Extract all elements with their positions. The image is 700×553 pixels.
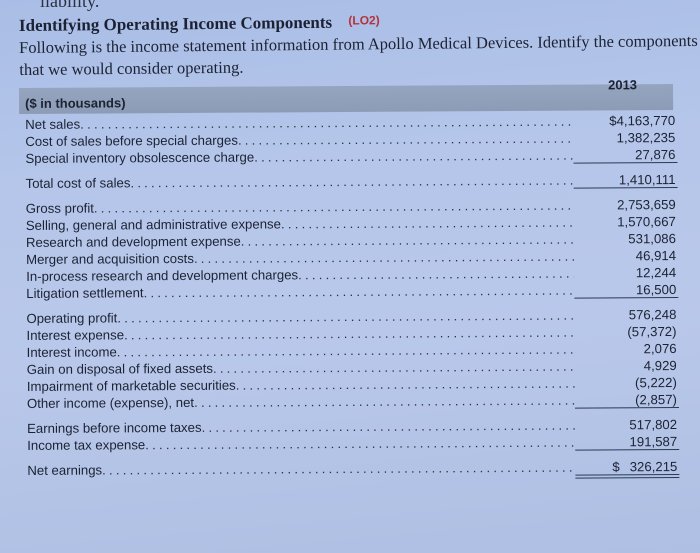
row-value: 16,500: [574, 281, 679, 299]
row-label: Litigation settlement: [26, 285, 144, 301]
row-label: Merger and acquisition costs: [26, 250, 194, 267]
row-label: Total cost of sales: [25, 175, 131, 191]
leader-dots: ........................................…: [102, 459, 576, 478]
leader-dots: ........................................…: [93, 197, 574, 216]
leader-dots: ........................................…: [130, 172, 574, 191]
table-row-income-tax-expense: Income tax expense......................…: [21, 433, 680, 455]
row-value: 1,410,111: [573, 171, 678, 189]
exercise-heading: Identifying Operating Income Components …: [19, 12, 380, 36]
row-value: $4,163,770: [609, 112, 676, 129]
row-value: 4,929: [643, 357, 677, 374]
row-label: Gain on disposal of fixed assets: [26, 360, 213, 377]
leader-dots: ........................................…: [235, 375, 575, 393]
row-value: 12,244: [635, 264, 677, 281]
row-label: Interest income: [26, 344, 117, 360]
row-label: Cost of sales before special charges: [25, 132, 238, 149]
table-body: Net sales...............................…: [19, 110, 680, 480]
currency-symbol: $: [612, 459, 620, 475]
row-value: (5,222): [634, 374, 677, 391]
row-label: Special inventory obsolescence charge: [25, 149, 255, 166]
row-value: 1,382,235: [616, 129, 676, 146]
table-row-special-inventory-charge: Special inventory obsolescence charge...…: [19, 146, 678, 168]
row-label: In-process research and development char…: [26, 267, 299, 284]
exercise-intro: Following is the income statement inform…: [19, 30, 698, 79]
leader-dots: ........................................…: [254, 147, 574, 165]
table-row-other-income: Other income (expense), net.............…: [21, 391, 679, 413]
row-value: 517,802: [629, 416, 678, 433]
leader-dots: ........................................…: [201, 417, 576, 435]
leader-dots: ........................................…: [193, 248, 575, 266]
row-value: 531,086: [628, 230, 676, 247]
table-row-litigation-settlement: Litigation settlement...................…: [20, 281, 679, 303]
leader-dots: ........................................…: [280, 214, 574, 232]
row-label: Net sales: [25, 116, 81, 132]
row-label: Impairment of marketable securities: [26, 377, 236, 394]
year-header: 2013: [608, 77, 638, 93]
row-label: Other income (expense), net: [26, 394, 195, 411]
row-label: Earnings before income taxes: [27, 419, 202, 436]
row-value: 326,215: [629, 458, 678, 475]
leader-dots: ........................................…: [143, 282, 575, 301]
heading-title: Identifying Operating Income Components: [18, 12, 333, 35]
row-value-net-earnings: $326,215: [575, 458, 680, 479]
row-label: Research and development expense: [25, 233, 241, 250]
row-value: 2,076: [643, 340, 677, 357]
row-label: Income tax expense: [27, 437, 146, 453]
row-value: (2,857): [574, 391, 679, 409]
learning-objective-tag: (LO2): [348, 13, 380, 28]
leader-dots: ........................................…: [237, 130, 574, 148]
row-label: Net earnings: [27, 462, 103, 478]
row-label: Operating profit: [26, 310, 118, 326]
table-row-net-earnings: Net earnings............................…: [21, 458, 680, 480]
unit-label: ($ in thousands): [25, 95, 126, 111]
row-value: 2,753,659: [617, 196, 676, 213]
row-value: (57,372): [627, 323, 677, 340]
row-value: 46,914: [635, 247, 677, 264]
table-row-total-cost-of-sales: Total cost of sales.....................…: [20, 171, 678, 193]
leader-dots: ........................................…: [123, 324, 575, 343]
leader-dots: ........................................…: [116, 341, 575, 360]
leader-dots: ........................................…: [194, 392, 575, 410]
leader-dots: ........................................…: [298, 265, 575, 283]
row-label: Selling, general and administrative expe…: [25, 216, 282, 233]
row-label: Gross profit: [25, 200, 94, 216]
leader-dots: ........................................…: [145, 434, 576, 453]
row-label: Interest expense: [26, 327, 125, 343]
leader-dots: ........................................…: [117, 307, 575, 326]
leader-dots: ........................................…: [80, 113, 574, 132]
table-header: ($ in thousands) 2013: [19, 77, 674, 114]
row-value: 27,876: [573, 146, 678, 164]
leader-dots: ........................................…: [212, 358, 575, 376]
income-statement-table: ($ in thousands) 2013 Net sales.........…: [19, 77, 680, 480]
leader-dots: ........................................…: [240, 231, 574, 249]
row-value: 1,570,667: [617, 213, 676, 230]
row-value: 576,248: [628, 306, 677, 323]
row-value: 191,587: [575, 433, 680, 451]
previous-text-fragment: liability.: [40, 0, 100, 11]
